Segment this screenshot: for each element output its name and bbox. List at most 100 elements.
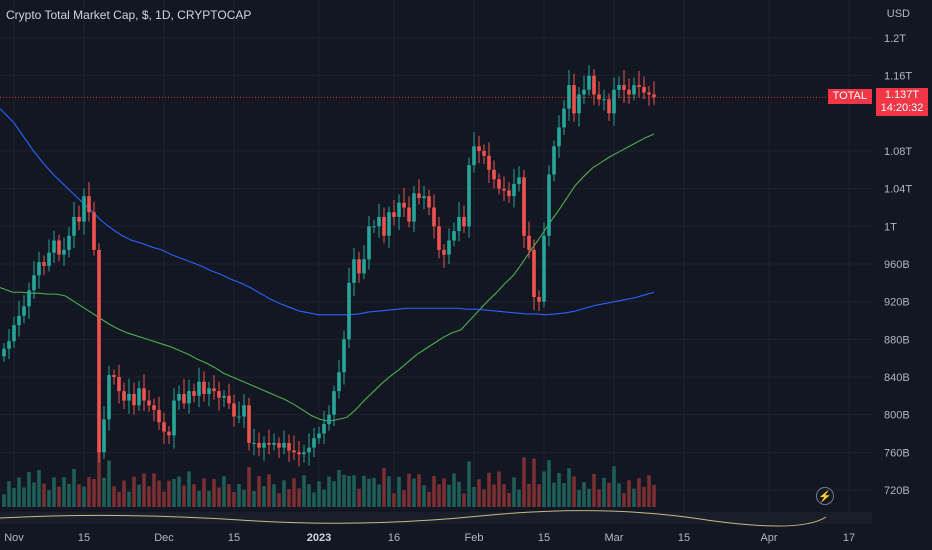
candle-body	[577, 94, 581, 114]
y-tick-label: 720B	[884, 485, 910, 497]
volume-bar	[577, 490, 581, 507]
candle-body	[277, 442, 281, 448]
candle-body	[347, 282, 351, 340]
volume-bar	[67, 483, 71, 507]
candle-body	[652, 94, 656, 98]
volume-bar	[12, 488, 16, 507]
candle-body	[547, 174, 551, 236]
candle-body	[137, 388, 141, 406]
volume-bar	[642, 486, 646, 507]
candle-body	[562, 108, 566, 128]
candle-body	[507, 190, 511, 197]
candle-body	[122, 391, 126, 401]
candle-body	[597, 94, 601, 100]
candlestick-series	[2, 65, 656, 467]
lightning-bolt-icon[interactable]: ⚡	[816, 487, 834, 505]
volume-bar	[367, 478, 371, 507]
volume-bar	[422, 485, 426, 507]
candle-body	[47, 252, 51, 266]
candle-body	[37, 262, 41, 276]
volume-bar	[117, 491, 121, 507]
candle-body	[312, 438, 316, 448]
candle-body	[12, 325, 16, 342]
volume-bar	[207, 490, 211, 507]
volume-bar	[337, 470, 341, 507]
y-tick-label: 1.2T	[884, 33, 906, 45]
volume-bar	[62, 477, 66, 507]
ma-line	[0, 108, 655, 316]
candle-body	[307, 447, 311, 453]
candle-body	[427, 196, 431, 208]
time-axis[interactable]: Nov 15 Dec 15 2023 16 Feb 15 Mar 15 Apr 17	[4, 532, 855, 544]
volume-bar	[482, 489, 486, 507]
volume-bar	[212, 478, 216, 507]
volume-bar	[557, 473, 561, 507]
candle-body	[472, 146, 476, 166]
volume-bar	[72, 469, 76, 507]
candle-body	[247, 405, 251, 443]
volume-bar	[382, 468, 386, 507]
volume-bar	[312, 492, 316, 507]
volume-bar	[652, 484, 656, 507]
candle-body	[217, 391, 221, 398]
candle-body	[537, 296, 541, 302]
x-tick-label: 17	[843, 532, 855, 544]
volume-bar	[112, 486, 116, 507]
candle-body	[292, 450, 296, 453]
volume-bar	[522, 457, 526, 507]
volume-bar	[272, 484, 276, 507]
volume-bar	[347, 476, 351, 507]
volume-bar	[582, 482, 586, 507]
volume-bar	[2, 494, 6, 507]
candle-body	[42, 262, 46, 266]
candle-body	[22, 306, 26, 316]
candle-body	[72, 216, 76, 236]
volume-bar	[57, 486, 61, 507]
y-tick-label: 1.16T	[884, 71, 912, 83]
volume-bar	[417, 474, 421, 507]
candle-body	[502, 188, 506, 191]
candle-body	[337, 372, 341, 392]
candle-body	[342, 339, 346, 373]
candle-body	[102, 419, 106, 453]
candle-body	[377, 216, 381, 227]
volume-bar	[172, 479, 176, 507]
candle-body	[402, 202, 406, 208]
volume-bar	[202, 478, 206, 507]
candle-body	[177, 393, 181, 401]
volume-bar	[82, 486, 86, 507]
candle-body	[542, 235, 546, 302]
volume-bar	[297, 488, 301, 507]
price-axis[interactable]: 720B 760B 800B 840B 880B 920B 960B 1T 1.04T 1.08T…	[884, 33, 912, 497]
candle-body	[287, 442, 291, 451]
candle-body	[77, 216, 81, 222]
volume-bar	[532, 458, 536, 507]
candle-body	[252, 442, 256, 444]
candle-body	[117, 377, 121, 392]
volume-bar	[127, 491, 131, 507]
candle-body	[397, 202, 401, 217]
volume-bar	[122, 480, 126, 507]
volume-bar	[317, 481, 321, 507]
candle-body	[52, 240, 56, 253]
volume-bars	[2, 442, 656, 507]
x-tick-label: Apr	[760, 532, 777, 544]
volume-bar	[107, 460, 111, 507]
currency-label[interactable]: USD	[886, 8, 910, 20]
candle-body	[262, 442, 266, 448]
candle-body	[612, 89, 616, 114]
candle-body	[517, 177, 521, 184]
volume-bar	[552, 482, 556, 507]
volume-bar	[327, 476, 331, 507]
volume-bar	[52, 477, 56, 507]
candle-body	[2, 348, 6, 357]
volume-bar	[142, 473, 146, 507]
volume-bar	[527, 483, 531, 507]
volume-bar	[572, 476, 576, 507]
candle-body	[197, 381, 201, 396]
candle-body	[487, 155, 491, 170]
candle-body	[492, 169, 496, 180]
candle-body	[527, 235, 531, 250]
volume-bar	[567, 468, 571, 507]
